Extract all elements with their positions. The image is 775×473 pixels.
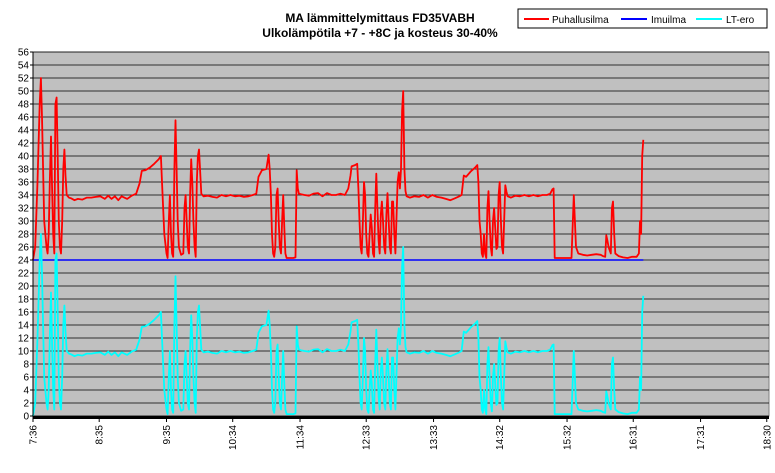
y-tick-label: 50 [18, 87, 30, 98]
chart-title: MA lämmittelymittaus FD35VABH [285, 11, 474, 25]
y-tick-label: 4 [23, 386, 29, 397]
legend: Puhallusilma Imuilma LT-ero [517, 8, 768, 29]
x-tick-label: 14:32 [495, 425, 506, 450]
x-tick-label: 13:33 [429, 425, 440, 450]
x-axis-line [33, 416, 769, 419]
y-tick-label: 16 [18, 308, 30, 319]
y-tick-label: 48 [18, 100, 30, 111]
legend-label-imuilma: Imuilma [651, 15, 686, 26]
y-tick-label: 32 [18, 204, 30, 215]
y-tick-label: 36 [18, 178, 30, 189]
y-tick-label: 40 [18, 152, 30, 163]
y-tick-label: 42 [18, 139, 30, 150]
x-axis: 7:36 8:35 9:35 10:34 11:34 12:33 13:33 14:32 15:… [29, 416, 773, 450]
chart-subtitle: Ulkolämpötila +7 - +8C ja kosteus 30-40% [262, 26, 498, 40]
x-tick-label: 16:31 [629, 425, 640, 450]
x-tick-label: 15:32 [563, 425, 574, 450]
x-tick-label: 9:35 [162, 425, 173, 445]
y-tick-label: 54 [18, 61, 30, 72]
y-tick-label: 56 [18, 48, 30, 59]
y-tick-label: 6 [23, 373, 29, 384]
y-tick-label: 0 [23, 412, 29, 423]
y-tick-label: 52 [18, 74, 30, 85]
y-tick-label: 18 [18, 295, 30, 306]
y-tick-label: 34 [18, 191, 30, 202]
y-tick-label: 22 [18, 269, 30, 280]
series-line-lt-ero [32, 233, 645, 417]
y-tick-label: 10 [18, 347, 30, 358]
x-tick-label: 11:34 [296, 425, 307, 450]
x-tick-label: 8:35 [95, 425, 106, 445]
y-tick-label: 28 [18, 230, 30, 241]
x-tick-label: 17:31 [696, 425, 707, 450]
series-line-puhallusilma [32, 77, 645, 261]
y-tick-label: 46 [18, 113, 30, 124]
x-tick-label: 18:30 [762, 425, 773, 450]
y-tick-label: 44 [18, 126, 30, 137]
y-tick-label: 14 [18, 321, 30, 332]
legend-label-puhallusilma: Puhallusilma [552, 15, 609, 26]
y-tick-label: 24 [18, 256, 30, 267]
y-tick-label: 12 [18, 334, 30, 345]
x-tick-label: 7:36 [29, 425, 40, 445]
legend-label-lt-ero: LT-ero [726, 15, 755, 26]
y-tick-label: 26 [18, 243, 30, 254]
y-tick-label: 20 [18, 282, 30, 293]
x-tick-label: 10:34 [228, 425, 239, 450]
series-layer [32, 77, 645, 417]
x-tick-label: 12:33 [362, 425, 373, 450]
y-tick-label: 8 [23, 360, 29, 371]
y-axis: 0246810121416182022242628303234363840424… [18, 48, 34, 423]
y-tick-label: 38 [18, 165, 30, 176]
y-tick-label: 30 [18, 217, 30, 228]
y-tick-label: 2 [23, 399, 29, 410]
